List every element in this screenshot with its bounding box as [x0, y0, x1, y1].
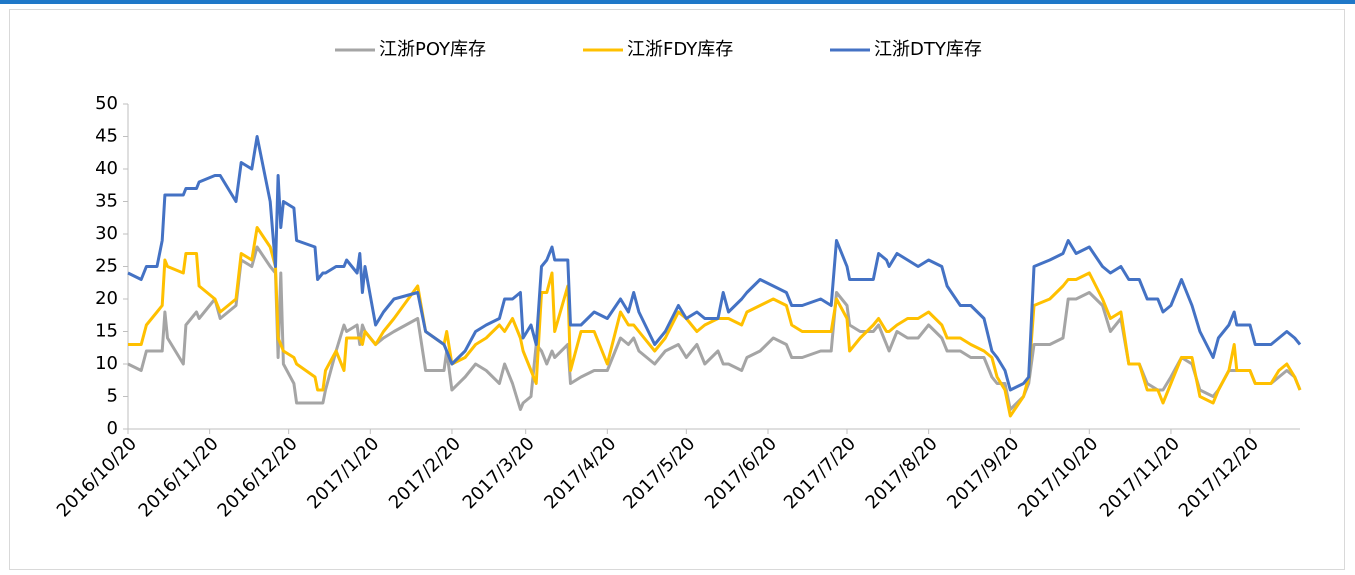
y-tick-label: 0	[107, 418, 118, 439]
series-line	[127, 245, 1302, 411]
y-tick-label: 35	[95, 191, 118, 212]
y-tick-label: 5	[107, 386, 118, 407]
x-tick-label: 2017/8/20	[862, 433, 942, 513]
y-tick-label: 25	[95, 256, 118, 277]
x-tick-label: 2017/2/20	[385, 433, 465, 513]
x-tick-label: 2017/9/20	[943, 433, 1023, 513]
y-tick-label: 20	[95, 288, 118, 309]
top-rule	[0, 0, 1355, 4]
x-tick-label: 2017/6/20	[701, 433, 781, 513]
y-tick-label: 45	[95, 126, 118, 147]
x-tick-label: 2017/10/20	[1014, 433, 1102, 521]
x-tick-label: 2016/11/20	[135, 433, 223, 521]
y-tick-label: 40	[95, 158, 118, 179]
x-tick-label: 2017/3/20	[459, 433, 539, 513]
x-tick-label: 2017/11/20	[1096, 433, 1184, 521]
x-tick-label: 2017/5/20	[619, 433, 699, 513]
chart-frame	[9, 9, 1345, 570]
legend-label: 江浙DTY库存	[874, 39, 982, 60]
x-tick-label: 2016/10/20	[53, 433, 141, 521]
y-tick-label: 15	[95, 321, 118, 342]
series-line	[127, 135, 1302, 392]
legend-label: 江浙POY库存	[379, 39, 486, 60]
x-tick-label: 2017/12/20	[1175, 433, 1263, 521]
y-tick-label: 30	[95, 223, 118, 244]
x-tick-label: 2016/12/20	[214, 433, 302, 521]
x-tick-label: 2017/1/20	[303, 433, 383, 513]
x-tick-label: 2017/7/20	[780, 433, 860, 513]
legend-label: 江浙FDY库存	[627, 39, 733, 60]
y-tick-label: 50	[95, 93, 118, 114]
y-tick-label: 10	[95, 353, 118, 374]
x-tick-label: 2017/4/20	[540, 433, 620, 513]
series-line	[128, 226, 1302, 418]
